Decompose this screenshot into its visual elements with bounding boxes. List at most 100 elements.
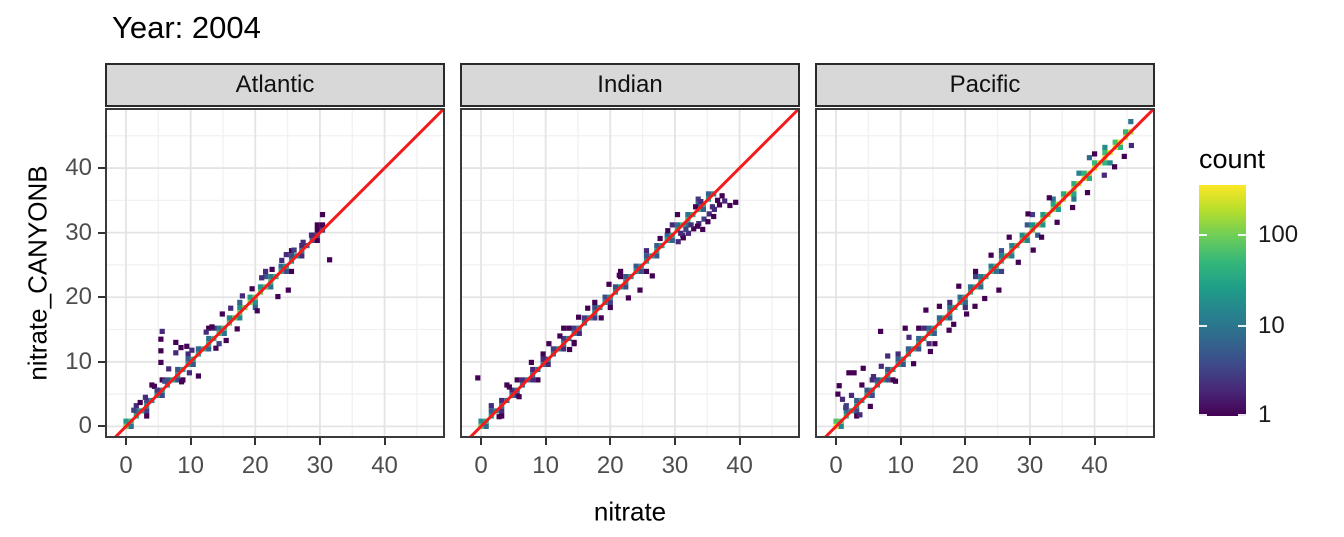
bin-rect (162, 378, 168, 384)
bin-rect (967, 284, 974, 290)
bin-rect (1123, 129, 1129, 135)
bin-rect (998, 248, 1005, 254)
bin-rect (885, 353, 891, 359)
bin-rect (475, 375, 481, 381)
bin-rect (643, 248, 650, 254)
facet-strip-atlantic: Atlantic (105, 63, 445, 107)
bin-rect (838, 423, 844, 429)
bin-rect (685, 222, 691, 228)
bin-rect (223, 337, 229, 344)
bin-rect (833, 418, 839, 424)
bin-rect (195, 346, 201, 352)
panel-indian (460, 108, 800, 438)
x-tick-label: 30 (661, 452, 689, 479)
bin-rect (1128, 119, 1134, 125)
bin-rect (237, 299, 243, 305)
bin-rect (993, 268, 999, 274)
y-tick-label: 10 (65, 347, 92, 375)
bin-rect (905, 346, 911, 352)
bin-rect (496, 414, 502, 420)
bin-rect (499, 408, 505, 414)
bin-rect (1071, 181, 1077, 187)
bin-rect (291, 247, 297, 253)
bin-rect (263, 274, 269, 280)
bin-rect (956, 283, 962, 289)
bin-rect (706, 211, 712, 217)
bin-rect (962, 299, 968, 305)
bin-rect (683, 226, 689, 232)
bin-rect (275, 294, 281, 300)
bin-rect (1070, 204, 1076, 211)
bin-rect (190, 361, 196, 367)
bin-rect (499, 413, 505, 419)
bin-rect (252, 299, 258, 305)
bin-rect (530, 377, 536, 383)
bin-rect (869, 377, 875, 383)
bin-rect (561, 346, 567, 352)
bin-rect (528, 359, 534, 365)
bin-rect (623, 284, 629, 290)
bin-rect (488, 408, 494, 414)
bin-rect (895, 351, 901, 357)
bin-rect (300, 239, 306, 245)
x-tick-mark (609, 438, 612, 445)
bin-rect (567, 346, 573, 353)
bin-rect (1092, 151, 1098, 157)
bin-rect (972, 303, 978, 309)
bin-rect (700, 226, 706, 232)
y-tick-label: 30 (65, 218, 92, 246)
bin-rect (263, 268, 269, 274)
bin-rect (557, 333, 563, 339)
bin-rect (1035, 232, 1041, 238)
bin-rect (1086, 175, 1092, 181)
bin-rect (571, 339, 577, 345)
bin-rect (186, 370, 192, 376)
bin-rect (581, 315, 587, 321)
bin-rect (189, 347, 195, 353)
y-tick-label: 0 (78, 412, 92, 440)
x-tick-label: 40 (1081, 452, 1108, 479)
bin-rect (159, 328, 165, 334)
bin-rect (705, 191, 712, 197)
x-tick-mark (125, 438, 127, 445)
bin-rect (252, 304, 258, 311)
bin-rect (1117, 144, 1123, 150)
panel-border (815, 108, 1155, 438)
bin-rect (257, 284, 264, 290)
bin-rect (1086, 155, 1092, 161)
bin-rect (711, 206, 717, 212)
bin-rect (151, 383, 157, 389)
bin-rect (1101, 172, 1107, 178)
bin-rect (185, 351, 191, 357)
bin-rect (669, 222, 675, 228)
bin-rect (1015, 259, 1021, 265)
x-tick-label: 0 (829, 452, 843, 479)
bin-rect (874, 377, 880, 383)
bin-rect (561, 335, 567, 342)
panel-border (460, 108, 800, 438)
bin-rect (694, 223, 701, 229)
bin-rect (727, 202, 733, 209)
bin-rect (606, 281, 612, 287)
bin-rect (859, 382, 865, 388)
bin-rect (885, 366, 891, 373)
facet-strip-indian: Indian (460, 63, 800, 107)
legend-tick-label: 100 (1258, 221, 1299, 249)
bin-rect (279, 257, 285, 263)
bin-rect (175, 366, 181, 373)
bin-rect (308, 232, 315, 238)
bin-rect (709, 204, 715, 210)
bin-rect (185, 356, 191, 362)
bin-rect (1112, 139, 1118, 145)
bin-rect (285, 287, 291, 293)
bin-rect (506, 384, 512, 390)
bin-rect (237, 304, 243, 311)
bin-rect (1025, 211, 1031, 217)
bin-rect (249, 286, 255, 292)
bin-rect (540, 351, 546, 357)
bin-rect (1060, 191, 1067, 197)
bin-rect (535, 377, 541, 383)
bin-rect (173, 350, 179, 356)
bin-rect (541, 356, 547, 362)
bin-rect (228, 305, 234, 311)
